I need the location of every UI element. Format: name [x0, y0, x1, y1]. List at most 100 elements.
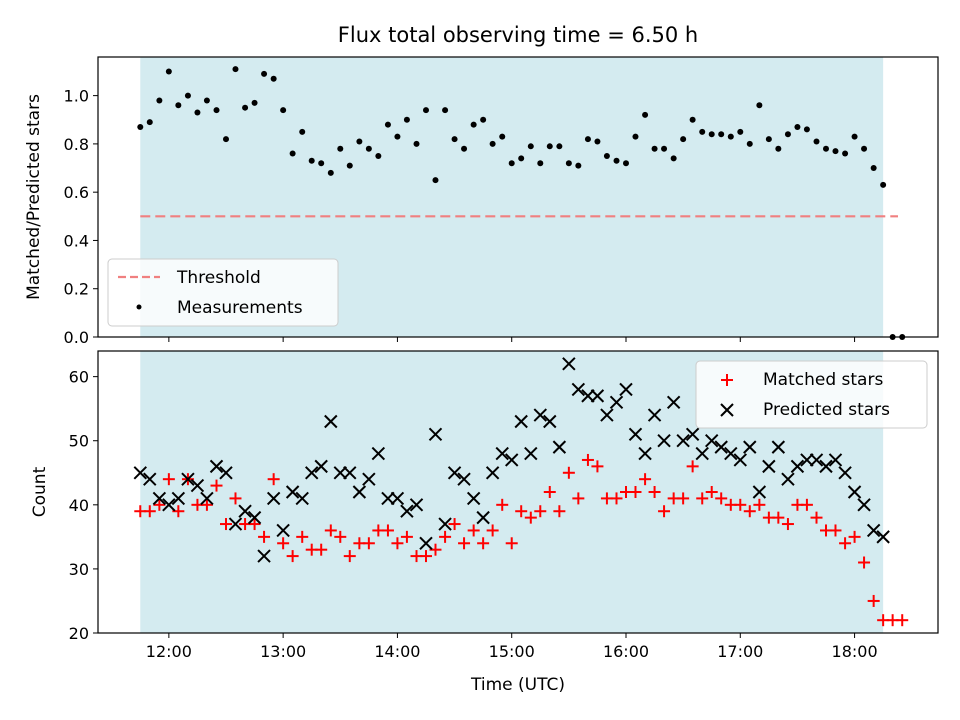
- predicted-star-point: [543, 414, 557, 429]
- predicted-star-point: [305, 466, 319, 480]
- measurement-point: [556, 143, 563, 150]
- matched-star-point: [362, 537, 375, 550]
- predicted-star-point: [495, 446, 509, 461]
- matched-star-point: [753, 498, 766, 511]
- top-legend-box: [107, 258, 339, 327]
- measurement-point: [327, 169, 334, 176]
- measurement-point: [413, 140, 420, 147]
- measurement-point: [603, 152, 610, 159]
- predicted-star-point: [133, 466, 147, 480]
- matched-star-point: [448, 518, 461, 531]
- bottom-legend: Matched stars Predicted stars: [695, 360, 928, 429]
- predicted-star-point: [571, 382, 586, 397]
- predicted-star-point: [533, 408, 547, 422]
- measurement-point: [527, 143, 534, 150]
- measurement-point: [337, 145, 344, 152]
- predicted-star-point: [219, 466, 233, 480]
- measurement-point: [823, 145, 829, 152]
- predicted-star-point: [238, 504, 252, 518]
- bottom-ytick-label: 60: [69, 368, 89, 387]
- bottom-xtick-label: 18:00: [832, 642, 878, 661]
- bottom-ytick-label: 50: [69, 432, 89, 451]
- top-legend: Threshold Measurements: [107, 258, 339, 327]
- matched-star-point: [858, 556, 871, 569]
- top-ytick-label: 0.4: [64, 231, 89, 250]
- predicted-star-point: [362, 472, 376, 486]
- measurement-point: [765, 136, 772, 143]
- bottom-ytick-label: 20: [69, 624, 89, 643]
- measurement-point: [356, 138, 363, 145]
- matched-star-point: [629, 486, 642, 498]
- x-axis-label: Time (UTC): [470, 675, 565, 695]
- measurement-point: [699, 128, 706, 135]
- predicted-star-point: [790, 459, 805, 474]
- predicted-star-point: [390, 491, 405, 506]
- predicted-star-point: [876, 530, 890, 544]
- measurement-point: [661, 145, 668, 152]
- predicted-star-point: [257, 549, 271, 563]
- predicted-star-point: [505, 453, 519, 467]
- measurement-point: [737, 128, 744, 135]
- predicted-star-point: [314, 459, 328, 474]
- matched-star-point: [639, 473, 652, 486]
- matched-star-point: [848, 530, 861, 543]
- measurement-point: [375, 152, 382, 159]
- matched-star-point: [610, 492, 623, 505]
- matched-star-point: [839, 537, 852, 550]
- predicted-star-point: [781, 472, 795, 486]
- matched-star-point: [867, 594, 880, 607]
- predicted-star-point: [162, 498, 176, 512]
- predicted-star-point: [190, 478, 205, 493]
- top-axes-frame: [97, 56, 939, 338]
- predicted-star-point: [724, 446, 738, 461]
- matched-star-point: [458, 537, 471, 550]
- bottom-xtick-label: 12:00: [146, 642, 192, 661]
- predicted-star-point: [428, 427, 443, 442]
- matched-star-point: [648, 486, 661, 498]
- measurement-point: [223, 136, 229, 143]
- predicted-star-point: [524, 446, 538, 461]
- measurement-point: [803, 126, 810, 133]
- matched-star-point: [162, 473, 175, 486]
- measurement-point: [480, 116, 487, 123]
- predicted-star-point: [828, 453, 843, 467]
- predicted-star-point: [695, 446, 709, 461]
- matched-star-point: [258, 530, 271, 543]
- legend-matched-label: Matched stars: [763, 370, 883, 390]
- predicted-star-point: [628, 427, 643, 442]
- matched-star-point: [591, 460, 604, 473]
- predicted-star-point: [143, 472, 157, 486]
- top-ytick-label: 0.6: [64, 183, 89, 202]
- predicted-star-point: [847, 485, 862, 499]
- bottom-panel: 20 30 40 50 60 12:00 13:00 14:00 15:00 16:00 17:0…: [30, 350, 939, 695]
- predicted-star-point: [752, 485, 767, 499]
- matched-star-point: [686, 460, 699, 473]
- matched-star-point: [467, 524, 480, 537]
- matched-star-point: [286, 550, 299, 563]
- measurement-point: [708, 131, 715, 138]
- matched-star-point: [420, 550, 432, 563]
- predicted-star-point: [581, 389, 595, 403]
- measurement-point: [470, 121, 477, 128]
- bottom-xtick-label: 13:00: [260, 642, 306, 661]
- measurement-point: [137, 124, 144, 130]
- matched-star-point: [229, 492, 242, 505]
- legend-measurements-swatch: [136, 304, 142, 310]
- predicted-star-point: [285, 485, 300, 499]
- measurement-point: [213, 107, 220, 114]
- predicted-star-point: [638, 446, 652, 461]
- predicted-star-point: [457, 472, 471, 486]
- bottom-xtick-label: 17:00: [717, 642, 763, 661]
- measurement-point: [146, 119, 153, 126]
- bottom-xtick-label: 14:00: [374, 642, 420, 661]
- measurement-point: [670, 155, 677, 162]
- count-points: [133, 357, 909, 627]
- matched-star-point: [210, 479, 223, 492]
- predicted-star-point: [276, 523, 290, 538]
- matched-star-point: [677, 492, 690, 505]
- predicted-star-point: [619, 382, 633, 397]
- bottom-ytick-label: 40: [69, 496, 89, 515]
- matched-star-point: [829, 524, 842, 537]
- predicted-star-point: [419, 536, 433, 550]
- matched-star-point: [381, 524, 394, 537]
